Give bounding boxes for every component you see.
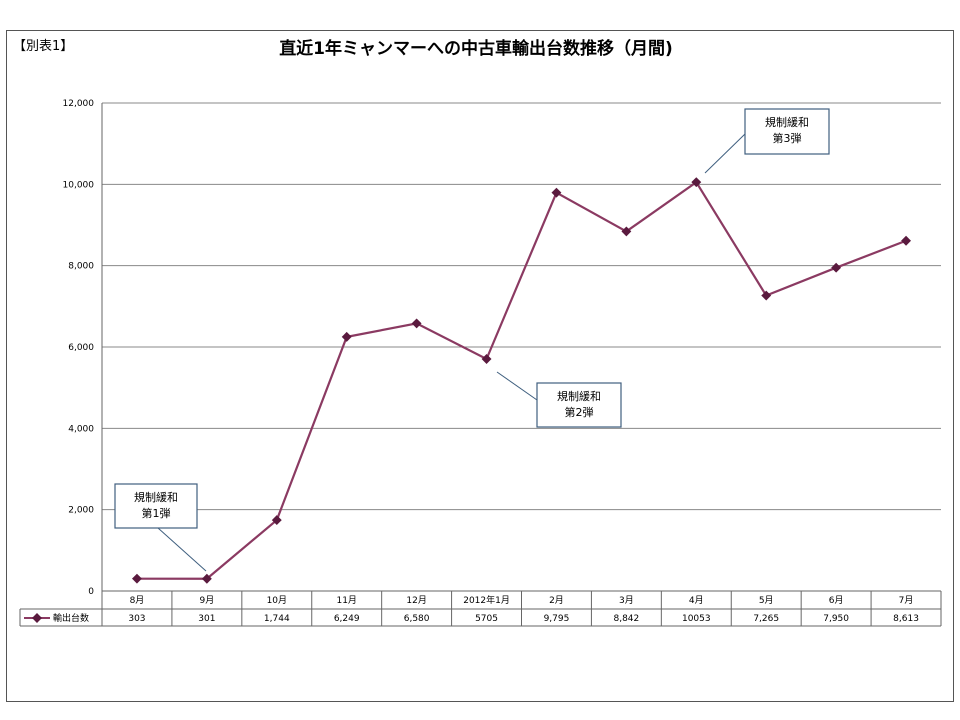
data-point (621, 226, 632, 237)
data-table-value: 8,842 (613, 614, 639, 624)
chart-title: 直近1年ミャンマーへの中古車輸出台数推移（月間) (279, 38, 673, 59)
callout-leader (157, 527, 207, 572)
data-point (901, 235, 911, 246)
data-table-value: 9,795 (544, 614, 570, 624)
callout-text: 規制緩和 (557, 389, 601, 403)
data-point (132, 573, 142, 584)
data-table-value: 1,744 (264, 614, 290, 624)
data-point (481, 354, 492, 364)
x-tick-label: 2月 (549, 595, 564, 606)
x-tick-label: 5月 (759, 595, 774, 606)
callout-leader (496, 371, 538, 401)
data-point (551, 187, 562, 198)
data-point (271, 515, 282, 526)
table-tag: 【別表1】 (13, 39, 73, 54)
legend-series-name: 輸出台数 (53, 612, 89, 624)
data-table-value: 5705 (475, 614, 498, 624)
callout-text: 第1弾 (142, 506, 171, 520)
data-point (761, 290, 772, 301)
legend-marker (32, 613, 42, 623)
data-table-value: 301 (198, 614, 215, 624)
callout-leader (704, 133, 746, 174)
data-point (341, 331, 352, 342)
x-tick-label: 6月 (829, 595, 844, 606)
callout-box (114, 483, 198, 529)
callout-text: 第3弾 (773, 131, 802, 145)
series-line (136, 180, 907, 580)
data-point (831, 262, 842, 273)
chart-frame (6, 30, 954, 702)
data-point (691, 177, 702, 188)
x-tick-label: 11月 (336, 595, 356, 606)
data-table-value: 8,613 (893, 614, 919, 624)
x-tick-label: 7月 (899, 595, 914, 606)
x-tick-label: 10月 (267, 595, 287, 606)
data-table-value: 6,249 (334, 614, 360, 624)
y-tick-label: 4,000 (68, 424, 94, 434)
data-point (411, 318, 422, 329)
data-table-value: 303 (128, 614, 145, 624)
x-tick-label: 2012年1月 (463, 594, 510, 606)
callout-box (536, 382, 622, 428)
data-table-value: 6,580 (404, 614, 430, 624)
callout-text: 規制緩和 (134, 490, 178, 504)
y-tick-label: 10,000 (63, 180, 95, 190)
data-table-value: 7,265 (753, 614, 779, 624)
data-point (201, 573, 212, 584)
x-tick-label: 3月 (619, 595, 634, 606)
callout-text: 第2弾 (565, 405, 594, 419)
data-table-value: 7,950 (823, 614, 849, 624)
data-table-value: 10053 (682, 614, 711, 624)
y-tick-label: 12,000 (63, 99, 95, 109)
x-tick-label: 4月 (689, 595, 704, 606)
callout-text: 規制緩和 (765, 115, 809, 129)
x-tick-label: 12月 (406, 595, 426, 606)
y-tick-label: 0 (88, 587, 94, 597)
y-tick-label: 8,000 (68, 262, 94, 272)
y-tick-label: 2,000 (68, 506, 94, 516)
y-tick-label: 6,000 (68, 343, 94, 353)
callout-box (744, 108, 830, 155)
x-tick-label: 8月 (130, 595, 145, 606)
x-tick-label: 9月 (200, 595, 215, 606)
